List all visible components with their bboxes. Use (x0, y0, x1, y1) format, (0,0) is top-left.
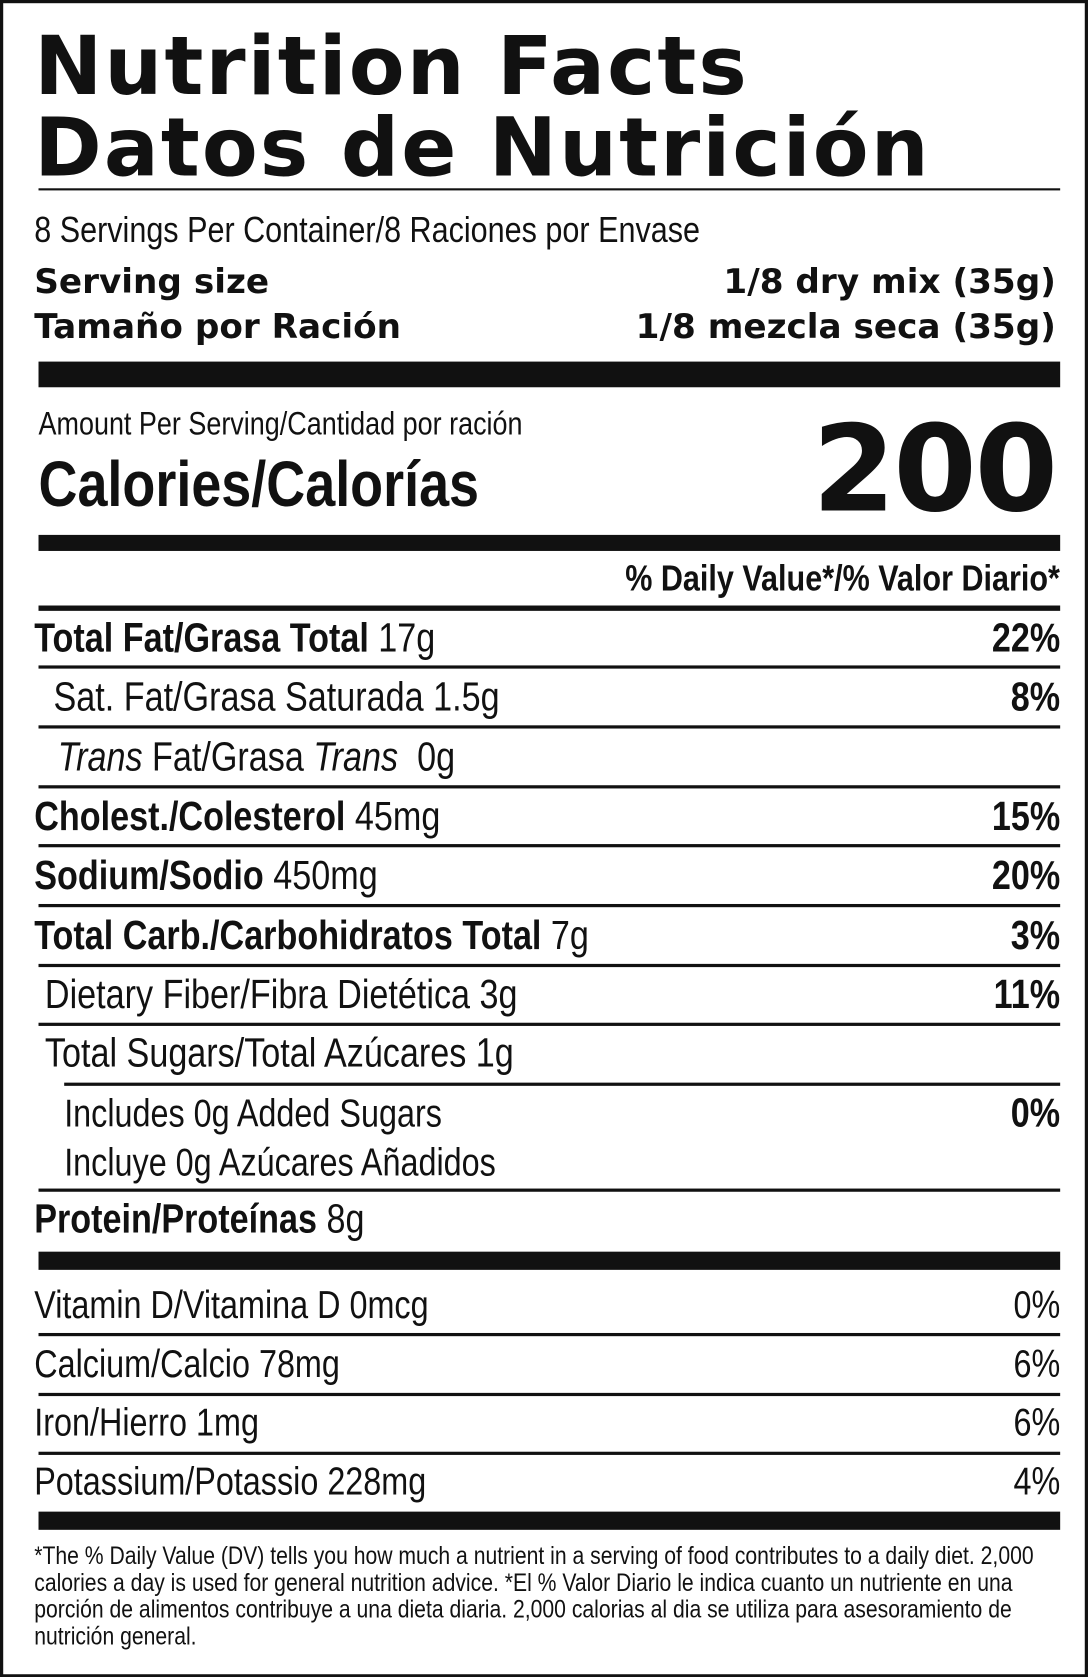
vitamin-row: Potassium/Potassio 228mg 4% (34, 1459, 1061, 1504)
nutrient-row-sat-fat: Sat. Fat/Grasa Saturada 1.5g 8% (53, 674, 1061, 720)
vitamin-row: Iron/Hierro 1mg 6% (34, 1400, 1061, 1445)
serving-size-value: 1/8 dry mix (35g) (723, 261, 1056, 302)
thick-divider (38, 361, 1061, 388)
title-es: Datos de Nutrición (34, 99, 931, 195)
vitamin-row: Calcium/Calcio 78mg 6% (34, 1341, 1061, 1386)
vitamin-row: Vitamin D/Vitamina D 0mcg 0% (34, 1282, 1061, 1327)
nutrient-row-cholesterol: Cholest./Colesterol 45mg 15% (34, 794, 1061, 840)
added-sugars-es: Incluye 0g Azúcares Añadidos (64, 1140, 496, 1185)
tamano-label: Tamaño por Ración (34, 305, 402, 347)
divider (38, 188, 1061, 191)
added-sugars-en: Includes 0g Added Sugars (64, 1091, 442, 1136)
tamano-value: 1/8 mezcla seca (35g) (635, 305, 1056, 347)
thick-divider (38, 534, 1061, 551)
divider (38, 605, 1061, 611)
nutrient-row-trans-fat: Trans Fat/Grasa Trans 0g (57, 734, 456, 780)
nutrient-row-total-carb: Total Carb./Carbohidratos Total 7g 3% (34, 913, 1061, 959)
nutrient-row-sugars: Total Sugars/Total Azúcares 1g (44, 1030, 514, 1076)
title-en: Nutrition Facts (34, 18, 749, 114)
amount-per-serving: Amount Per Serving/Cantidad por ración (38, 406, 523, 442)
nutrient-row-sodium: Sodium/Sodio 450mg 20% (34, 853, 1061, 899)
servings-per-container: 8 Servings Per Container/8 Raciones por … (34, 209, 700, 251)
calories-label: Calories/Calorías (38, 448, 480, 520)
serving-size-label: Serving size (34, 261, 270, 302)
calories-value: 200 (812, 400, 1058, 540)
thick-divider (38, 1511, 1061, 1530)
footnote: *The % Daily Value (DV) tells you how mu… (34, 1541, 1034, 1650)
nutrient-row-fiber: Dietary Fiber/Fibra Dietética 3g 11% (44, 971, 1061, 1017)
thick-divider (38, 1251, 1061, 1270)
added-sugars-dv: 0% (1010, 1091, 1061, 1137)
nutrient-row-total-fat: Total Fat/Grasa Total 17g 22% (34, 615, 1061, 661)
nutrient-row-protein: Protein/Proteínas 8g (34, 1196, 365, 1242)
dv-header: % Daily Value*/% Valor Diario* (625, 558, 1061, 600)
